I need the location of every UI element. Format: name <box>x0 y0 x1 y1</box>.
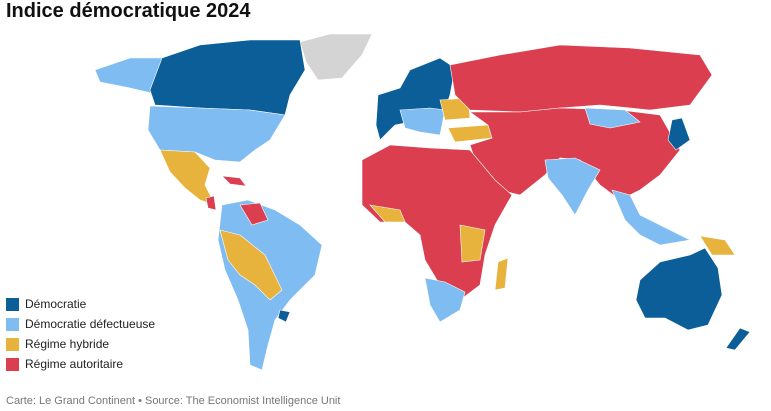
legend-item: Démocratie <box>6 294 155 314</box>
europe-flawed <box>399 107 446 136</box>
legend-label: Régime autoritaire <box>25 357 124 371</box>
turkey <box>447 124 493 143</box>
russia <box>449 44 713 113</box>
east-africa-hybrid <box>459 224 486 263</box>
legend-item: Démocratie défectueuse <box>6 314 155 334</box>
mexico <box>159 149 216 206</box>
greenland <box>299 33 373 81</box>
south-africa <box>424 277 466 323</box>
legend-item: Régime hybride <box>6 334 155 354</box>
japan <box>667 117 691 151</box>
canada <box>149 39 306 116</box>
cuba <box>221 175 247 187</box>
usa <box>147 105 286 163</box>
venezuela <box>239 202 269 226</box>
map-title: Indice démocratique 2024 <box>6 0 251 22</box>
legend-swatch <box>6 357 19 371</box>
source-note: Carte: Le Grand Continent • Source: The … <box>6 395 341 407</box>
southeast-asia <box>611 189 691 246</box>
india <box>544 157 601 216</box>
legend-label: Régime hybride <box>25 337 110 351</box>
mongolia <box>584 107 641 129</box>
madagascar <box>494 257 509 291</box>
australia <box>635 247 723 331</box>
nicaragua <box>205 195 217 211</box>
legend-swatch <box>6 317 19 331</box>
uruguay <box>277 309 291 323</box>
papua <box>699 235 736 256</box>
legend-label: Démocratie <box>25 297 87 311</box>
andes-hybrid <box>219 229 283 301</box>
legend-item: Régime autoritaire <box>6 354 155 374</box>
legend-swatch <box>6 337 19 351</box>
legend-swatch <box>6 297 19 311</box>
legend-label: Démocratie défectueuse <box>25 317 156 331</box>
new-zealand <box>725 327 751 351</box>
legend: Démocratie Démocratie défectueuse Régime h… <box>6 294 155 374</box>
west-africa-hybrid <box>369 204 406 223</box>
